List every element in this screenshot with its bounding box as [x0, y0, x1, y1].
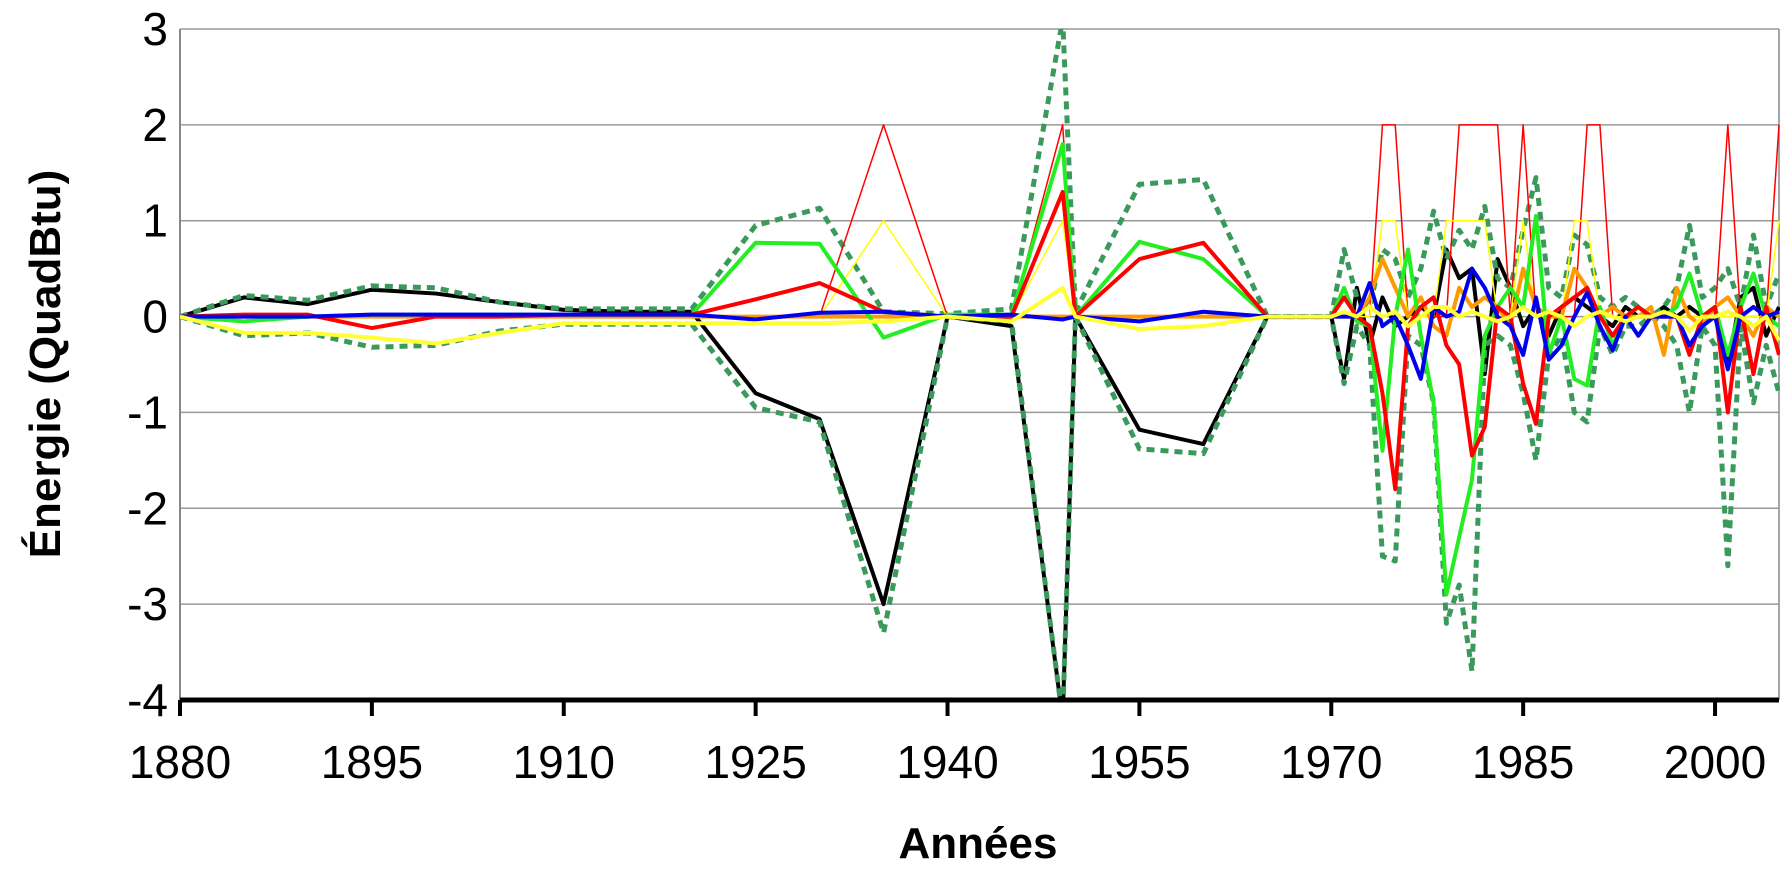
y-tick-label: 3 — [142, 3, 168, 55]
x-axis-title: Années — [899, 819, 1058, 868]
x-tick-label: 1970 — [1280, 736, 1382, 788]
y-tick-label: 1 — [142, 195, 168, 247]
x-tick-label: 1955 — [1088, 736, 1190, 788]
series-line — [180, 257, 1780, 357]
axes: -4 -3 -2 -1 0 1 2 3 1880 1895 1910 1925 1940 1955 1970… — [127, 3, 1779, 788]
series-line — [180, 142, 1780, 597]
x-tick-label: 1940 — [896, 736, 998, 788]
x-tick-label: 1910 — [513, 736, 615, 788]
x-tick-label: 1895 — [321, 736, 423, 788]
plot-area — [180, 29, 1780, 700]
x-tick-label: 1985 — [1472, 736, 1574, 788]
x-tick-label: 1925 — [704, 736, 806, 788]
series-line — [180, 29, 1780, 320]
series-line — [180, 314, 1780, 700]
x-tick-label: 2000 — [1664, 736, 1766, 788]
grid — [179, 28, 1780, 701]
y-tick-label: 2 — [142, 99, 168, 151]
y-tick-label: -1 — [127, 386, 168, 438]
series-line — [180, 285, 1780, 346]
x-tick-label: 1880 — [129, 736, 231, 788]
y-axis-title: Énergie (QuadBtu) — [20, 170, 70, 559]
y-tick-label: 0 — [142, 291, 168, 343]
y-tick-label: -4 — [127, 674, 168, 726]
y-tick-label: -3 — [127, 578, 168, 630]
y-tick-label: -2 — [127, 482, 168, 534]
